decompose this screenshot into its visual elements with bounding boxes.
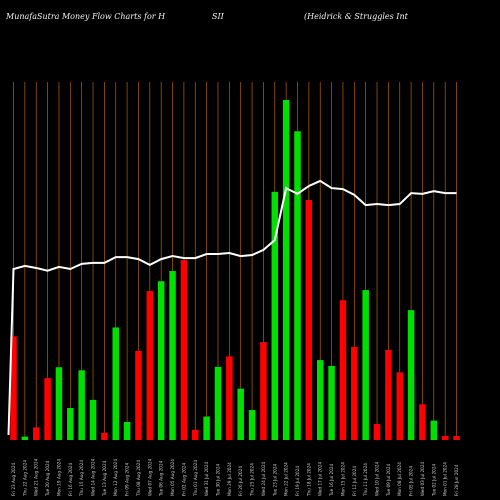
money-flow-bar bbox=[419, 404, 426, 440]
x-tick-label: Wed 17 Jul 2024 bbox=[318, 462, 323, 496]
x-tick-label: Fri 02 Aug 2024 bbox=[181, 463, 186, 496]
money-flow-bar bbox=[157, 281, 165, 440]
x-tick-label: Tue 23 Jul 2024 bbox=[272, 463, 277, 497]
x-tick-label: Wed 14 Aug 2024 bbox=[91, 458, 96, 496]
x-tick-label: Mon 01 Jul 2024 bbox=[443, 462, 448, 496]
x-tick-label: Thu 22 Aug 2024 bbox=[22, 460, 27, 497]
money-flow-bar bbox=[294, 131, 301, 440]
x-tick-label: Thu 11 Jul 2024 bbox=[363, 463, 368, 497]
x-tick-label: Fri 26 Jul 2024 bbox=[238, 466, 243, 496]
x-tick-label: Mon 19 Aug 2024 bbox=[56, 459, 61, 496]
money-flow-bar bbox=[373, 424, 381, 440]
money-flow-bar bbox=[112, 327, 119, 440]
money-flow-bar bbox=[441, 435, 449, 440]
x-tick-label: Wed 24 Jul 2024 bbox=[261, 462, 266, 496]
money-flow-bar bbox=[271, 191, 279, 440]
money-flow-bar bbox=[214, 366, 222, 440]
x-tick-label: Wed 10 Jul 2024 bbox=[375, 462, 380, 496]
x-tick-label: Mon 12 Aug 2024 bbox=[113, 459, 118, 496]
x-tick-label: Thu 01 Aug 2024 bbox=[193, 460, 198, 497]
x-tick-label: Fri 28 Jun 2024 bbox=[454, 464, 459, 496]
money-flow-bar bbox=[362, 290, 369, 440]
money-flow-bar bbox=[282, 100, 290, 440]
x-tick-label: Tue 30 Jul 2024 bbox=[215, 463, 220, 497]
money-flow-bar bbox=[237, 388, 244, 440]
money-flow-bar bbox=[396, 372, 403, 440]
money-flow-bar bbox=[192, 429, 199, 440]
x-tick-label: Wed 03 Jul 2024 bbox=[420, 462, 425, 496]
money-flow-bar bbox=[10, 336, 17, 440]
money-flow-bar bbox=[123, 421, 131, 440]
x-tick-label: Tue 16 Jul 2024 bbox=[329, 463, 334, 497]
money-flow-bar bbox=[430, 420, 438, 440]
x-tick-label: Thu 15 Aug 2024 bbox=[79, 460, 84, 497]
x-tick-label: Mon 05 Aug 2024 bbox=[170, 459, 175, 496]
x-tick-label: Tue 09 Jul 2024 bbox=[386, 463, 391, 497]
money-flow-bar bbox=[351, 346, 358, 440]
chart-title-company: (Heidrick & Struggles Int bbox=[304, 12, 408, 21]
money-flow-bar bbox=[135, 350, 142, 440]
money-flow-bar bbox=[226, 356, 233, 440]
money-flow-bar bbox=[146, 291, 154, 440]
money-flow-bar bbox=[44, 378, 51, 440]
x-tick-label: Mon 15 Jul 2024 bbox=[340, 462, 345, 496]
trend-line bbox=[7, 179, 457, 436]
x-tick-label: Thu 25 Jul 2024 bbox=[250, 463, 255, 497]
money-flow-bar bbox=[316, 360, 324, 440]
money-flow-bar bbox=[203, 416, 210, 440]
money-flow-bar bbox=[169, 271, 176, 440]
x-tick-label: Tue 13 Aug 2024 bbox=[102, 460, 107, 497]
money-flow-bar bbox=[260, 342, 267, 440]
x-tick-label: Tue 20 Aug 2024 bbox=[45, 460, 50, 497]
x-tick-label: Mon 29 Jul 2024 bbox=[227, 462, 232, 496]
money-flow-bar bbox=[305, 199, 313, 440]
money-flow-bar bbox=[21, 436, 29, 440]
x-tick-label: Tue 06 Aug 2024 bbox=[159, 460, 164, 497]
money-flow-bar bbox=[385, 349, 392, 440]
money-flow-bar bbox=[32, 427, 40, 440]
x-tick-label: Wed 31 Jul 2024 bbox=[204, 462, 209, 496]
x-tick-label: Tue 02 Jul 2024 bbox=[431, 463, 436, 497]
x-tick-label: Fri 12 Jul 2024 bbox=[352, 466, 357, 496]
money-flow-bar bbox=[453, 435, 460, 440]
money-flow-bar bbox=[339, 300, 347, 440]
x-tick-label: Thu 08 Aug 2024 bbox=[136, 460, 141, 497]
money-flow-bar bbox=[407, 310, 415, 440]
x-tick-label: Fri 23 Aug 2024 bbox=[11, 463, 16, 496]
money-flow-bar bbox=[248, 410, 256, 440]
x-tick-label: Mon 22 Jul 2024 bbox=[284, 462, 289, 496]
money-flow-bar bbox=[67, 408, 74, 440]
money-flow-bar bbox=[180, 260, 188, 440]
x-tick-label: Mon 08 Jul 2024 bbox=[397, 462, 402, 496]
money-flow-bar bbox=[78, 370, 85, 440]
x-tick-label: Fri 16 Aug 2024 bbox=[68, 463, 73, 496]
x-tick-label: Fri 19 Jul 2024 bbox=[295, 466, 300, 496]
chart-title-symbol: SII bbox=[212, 12, 224, 21]
money-flow-bar bbox=[328, 365, 335, 440]
x-tick-label: Fri 09 Aug 2024 bbox=[125, 463, 130, 496]
x-tick-label: Wed 21 Aug 2024 bbox=[34, 458, 39, 496]
chart-header: MunafaSutra Money Flow Charts for H SII … bbox=[0, 0, 500, 24]
x-tick-label: Fri 05 Jul 2024 bbox=[409, 466, 414, 496]
money-flow-bar bbox=[55, 367, 63, 440]
money-flow-bar bbox=[89, 399, 97, 440]
money-flow-bar bbox=[101, 432, 108, 440]
x-tick-label: Thu 18 Jul 2024 bbox=[306, 463, 311, 497]
x-tick-label: Wed 07 Aug 2024 bbox=[147, 458, 152, 496]
chart-title-left: MunafaSutra Money Flow Charts for H bbox=[6, 12, 166, 21]
